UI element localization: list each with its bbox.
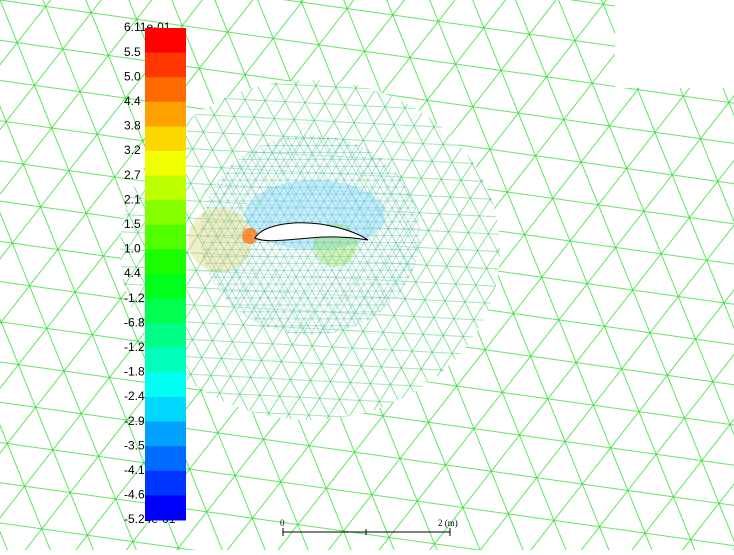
stagnation-zone xyxy=(188,208,252,272)
blank-corner xyxy=(615,0,734,88)
airfoil xyxy=(254,222,369,242)
colorbar-label: 5.5 xyxy=(124,45,141,59)
colorbar-band xyxy=(145,52,186,78)
colorbar-label: 3.2 xyxy=(124,143,141,157)
colorbar-band xyxy=(145,151,186,177)
colorbar-band xyxy=(145,77,186,103)
colorbar-band xyxy=(145,200,186,226)
colorbar-band xyxy=(145,421,186,447)
colorbar-label: 3.8 xyxy=(124,119,141,133)
colorbar xyxy=(145,28,186,521)
colorbar-labels: 6.11e-015.55.04.43.83.22.72.11.51.04.4-1… xyxy=(124,20,176,526)
colorbar-label: -4.1 xyxy=(124,463,145,477)
colorbar-label: -2.4 xyxy=(124,389,145,403)
colorbar-band xyxy=(145,28,186,54)
colorbar-band xyxy=(145,347,186,373)
colorbar-band xyxy=(145,298,186,324)
colorbar-band xyxy=(145,446,186,472)
colorbar-label: -1.2 xyxy=(124,340,145,354)
colorbar-band xyxy=(145,397,186,423)
colorbar-band xyxy=(145,470,186,496)
scale-start: 0 xyxy=(280,518,285,528)
colorbar-band xyxy=(145,224,186,250)
scale-bar: 0 2 (m) xyxy=(280,518,458,536)
colorbar-label: -2.9 xyxy=(124,414,145,428)
colorbar-band xyxy=(145,495,186,521)
colorbar-band xyxy=(145,126,186,152)
stagnation-point xyxy=(242,228,258,244)
scale-end: 2 (m) xyxy=(438,518,458,528)
colorbar-label: 4.4 xyxy=(124,94,141,108)
colorbar-band xyxy=(145,372,186,398)
colorbar-label: 1.5 xyxy=(124,217,141,231)
colorbar-label: -3.5 xyxy=(124,438,145,452)
colorbar-label: -1.8 xyxy=(124,365,145,379)
colorbar-label: 2.7 xyxy=(124,168,141,182)
colorbar-band xyxy=(145,323,186,349)
colorbar-band xyxy=(145,175,186,201)
colorbar-band xyxy=(145,101,186,127)
colorbar-band xyxy=(145,249,186,275)
colorbar-band xyxy=(145,274,186,300)
colorbar-label: -6.8 xyxy=(124,315,145,329)
colorbar-label: -4.6 xyxy=(124,488,145,502)
colorbar-label: 5.0 xyxy=(124,69,141,83)
colorbar-label: 4.4 xyxy=(124,266,141,280)
colorbar-label: 1.0 xyxy=(124,242,141,256)
colorbar-label: 2.1 xyxy=(124,192,141,206)
colorbar-label: -1.2 xyxy=(124,291,145,305)
